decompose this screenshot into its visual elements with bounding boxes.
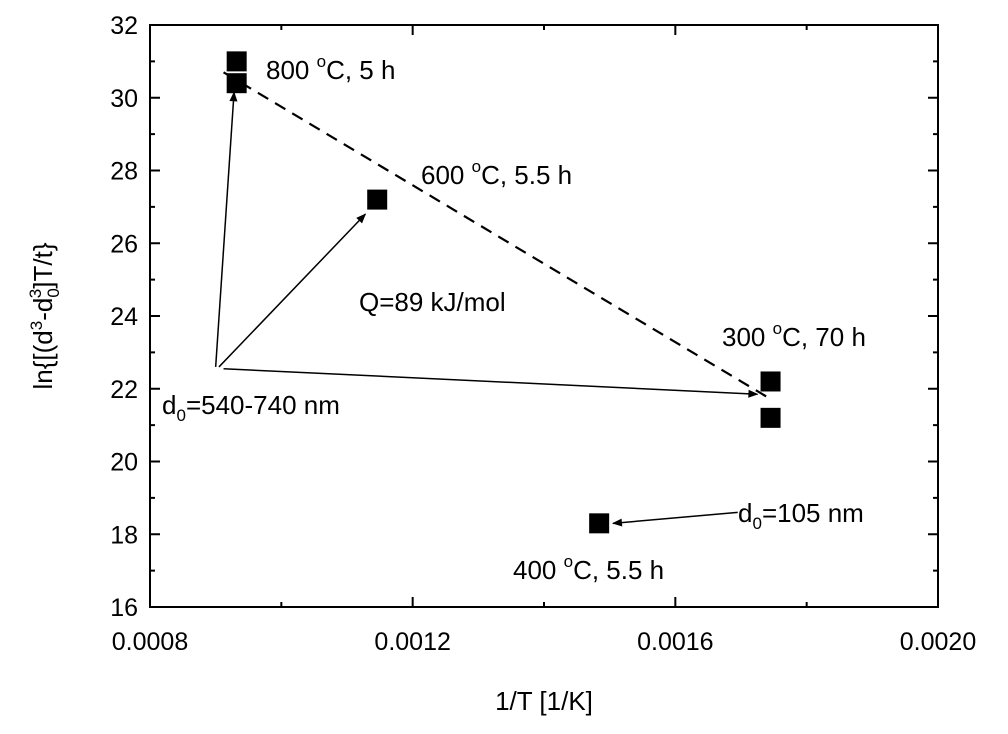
data-points: [226, 51, 781, 534]
annotation-arrow: [223, 367, 759, 398]
y-title-prefix: ln{[(d: [28, 330, 58, 389]
label-600c-rest: C, 5.5 h: [481, 160, 572, 190]
x-tick-label: 0.0016: [637, 628, 713, 656]
y-title-sub1: 0: [44, 288, 63, 297]
x-axis-title: 1/T [1/K]: [495, 686, 593, 716]
label-300c-sup: o: [773, 319, 782, 338]
y-tick-label: 24: [110, 303, 138, 331]
d0-large-main: d: [162, 390, 176, 420]
label-600c-sup: o: [472, 157, 481, 176]
y-title-suffix: ]T/t}: [28, 242, 58, 289]
annotation-arrows: [214, 91, 759, 527]
label-800c-main: 800: [266, 55, 317, 85]
d0-large-label: d0=540-740 nm: [162, 390, 340, 425]
label-300c-rest: C, 70 h: [782, 322, 866, 352]
y-tick-label: 18: [110, 521, 138, 549]
label-600c: 600 oC, 5.5 h: [421, 157, 572, 190]
y-tick-label: 22: [110, 376, 138, 404]
y-tick-label: 16: [110, 594, 138, 622]
axis-ticks: [149, 24, 939, 608]
d0-small-sub: 0: [752, 514, 761, 533]
data-point: [589, 513, 610, 534]
label-800c: 800 oC, 5 h: [266, 52, 395, 85]
y-tick-label: 26: [110, 230, 138, 258]
annotation-arrow: [218, 213, 367, 368]
y-title-sup1: 3: [27, 321, 46, 330]
y-axis-title: ln{[(d3-d03]T/t}: [26, 242, 63, 389]
data-point: [367, 189, 388, 210]
y-tick-label: 20: [110, 449, 138, 477]
label-800c-rest: C, 5 h: [326, 55, 395, 85]
tick-labels: 0.0008 0.0012 0.0016 0.0020 16 18 20 22 24 26 28 30…: [110, 12, 976, 656]
data-point: [226, 51, 247, 72]
annotation-arrow: [611, 511, 738, 527]
label-400c-rest: C, 5.5 h: [573, 555, 664, 585]
fit-line-group: [222, 71, 770, 399]
data-point: [760, 371, 781, 392]
x-tick-label: 0.0020: [900, 628, 976, 656]
label-800c-sup: o: [317, 52, 326, 71]
label-400c: 400 oC, 5.5 h: [513, 552, 664, 585]
y-tick-label: 28: [110, 158, 138, 186]
label-300c-main: 300: [722, 322, 773, 352]
y-title-mid1: -d: [28, 298, 58, 321]
label-400c-main: 400: [513, 555, 564, 585]
label-300c: 300 oC, 70 h: [722, 319, 866, 352]
y-tick-label: 30: [110, 85, 138, 113]
data-point: [760, 407, 781, 428]
d0-large-sub: 0: [176, 406, 185, 425]
d0-small-rest: =105 nm: [762, 498, 864, 528]
activation-energy-label: Q=89 kJ/mol: [359, 287, 506, 317]
d0-large-rest: =540-740 nm: [186, 390, 340, 420]
fit-line: [222, 71, 770, 399]
d0-small-main: d: [738, 498, 752, 528]
y-title-sup2: 3: [26, 289, 45, 298]
x-tick-label: 0.0012: [374, 628, 450, 656]
x-tick-label: 0.0008: [112, 628, 188, 656]
label-600c-main: 600: [421, 160, 472, 190]
label-400c-sup: o: [564, 552, 573, 571]
y-tick-label: 32: [110, 12, 138, 40]
annotation-arrow: [214, 91, 238, 367]
d0-small-label: d0=105 nm: [738, 498, 864, 533]
data-point: [226, 73, 247, 94]
